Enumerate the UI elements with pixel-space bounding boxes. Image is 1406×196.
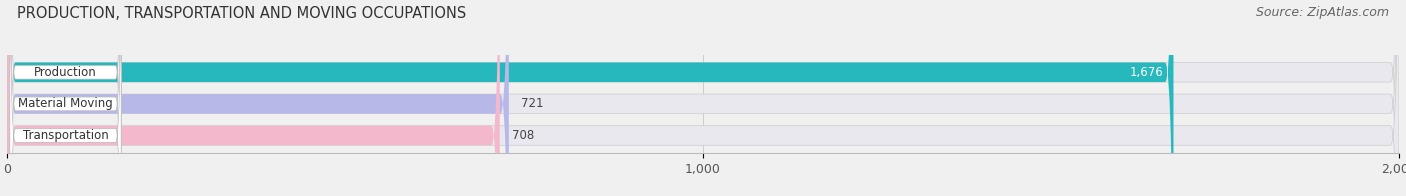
Text: 721: 721 bbox=[522, 97, 544, 110]
FancyBboxPatch shape bbox=[10, 0, 121, 196]
Text: 708: 708 bbox=[512, 129, 534, 142]
Text: Transportation: Transportation bbox=[22, 129, 108, 142]
FancyBboxPatch shape bbox=[7, 0, 1399, 196]
FancyBboxPatch shape bbox=[7, 0, 499, 196]
FancyBboxPatch shape bbox=[10, 0, 121, 196]
Text: Material Moving: Material Moving bbox=[18, 97, 112, 110]
Text: Production: Production bbox=[34, 66, 97, 79]
FancyBboxPatch shape bbox=[7, 0, 1174, 196]
FancyBboxPatch shape bbox=[10, 0, 121, 196]
FancyBboxPatch shape bbox=[7, 0, 1399, 196]
Text: Source: ZipAtlas.com: Source: ZipAtlas.com bbox=[1256, 6, 1389, 19]
Text: 1,676: 1,676 bbox=[1129, 66, 1163, 79]
FancyBboxPatch shape bbox=[7, 0, 509, 196]
FancyBboxPatch shape bbox=[7, 0, 1399, 196]
Text: PRODUCTION, TRANSPORTATION AND MOVING OCCUPATIONS: PRODUCTION, TRANSPORTATION AND MOVING OC… bbox=[17, 6, 467, 21]
